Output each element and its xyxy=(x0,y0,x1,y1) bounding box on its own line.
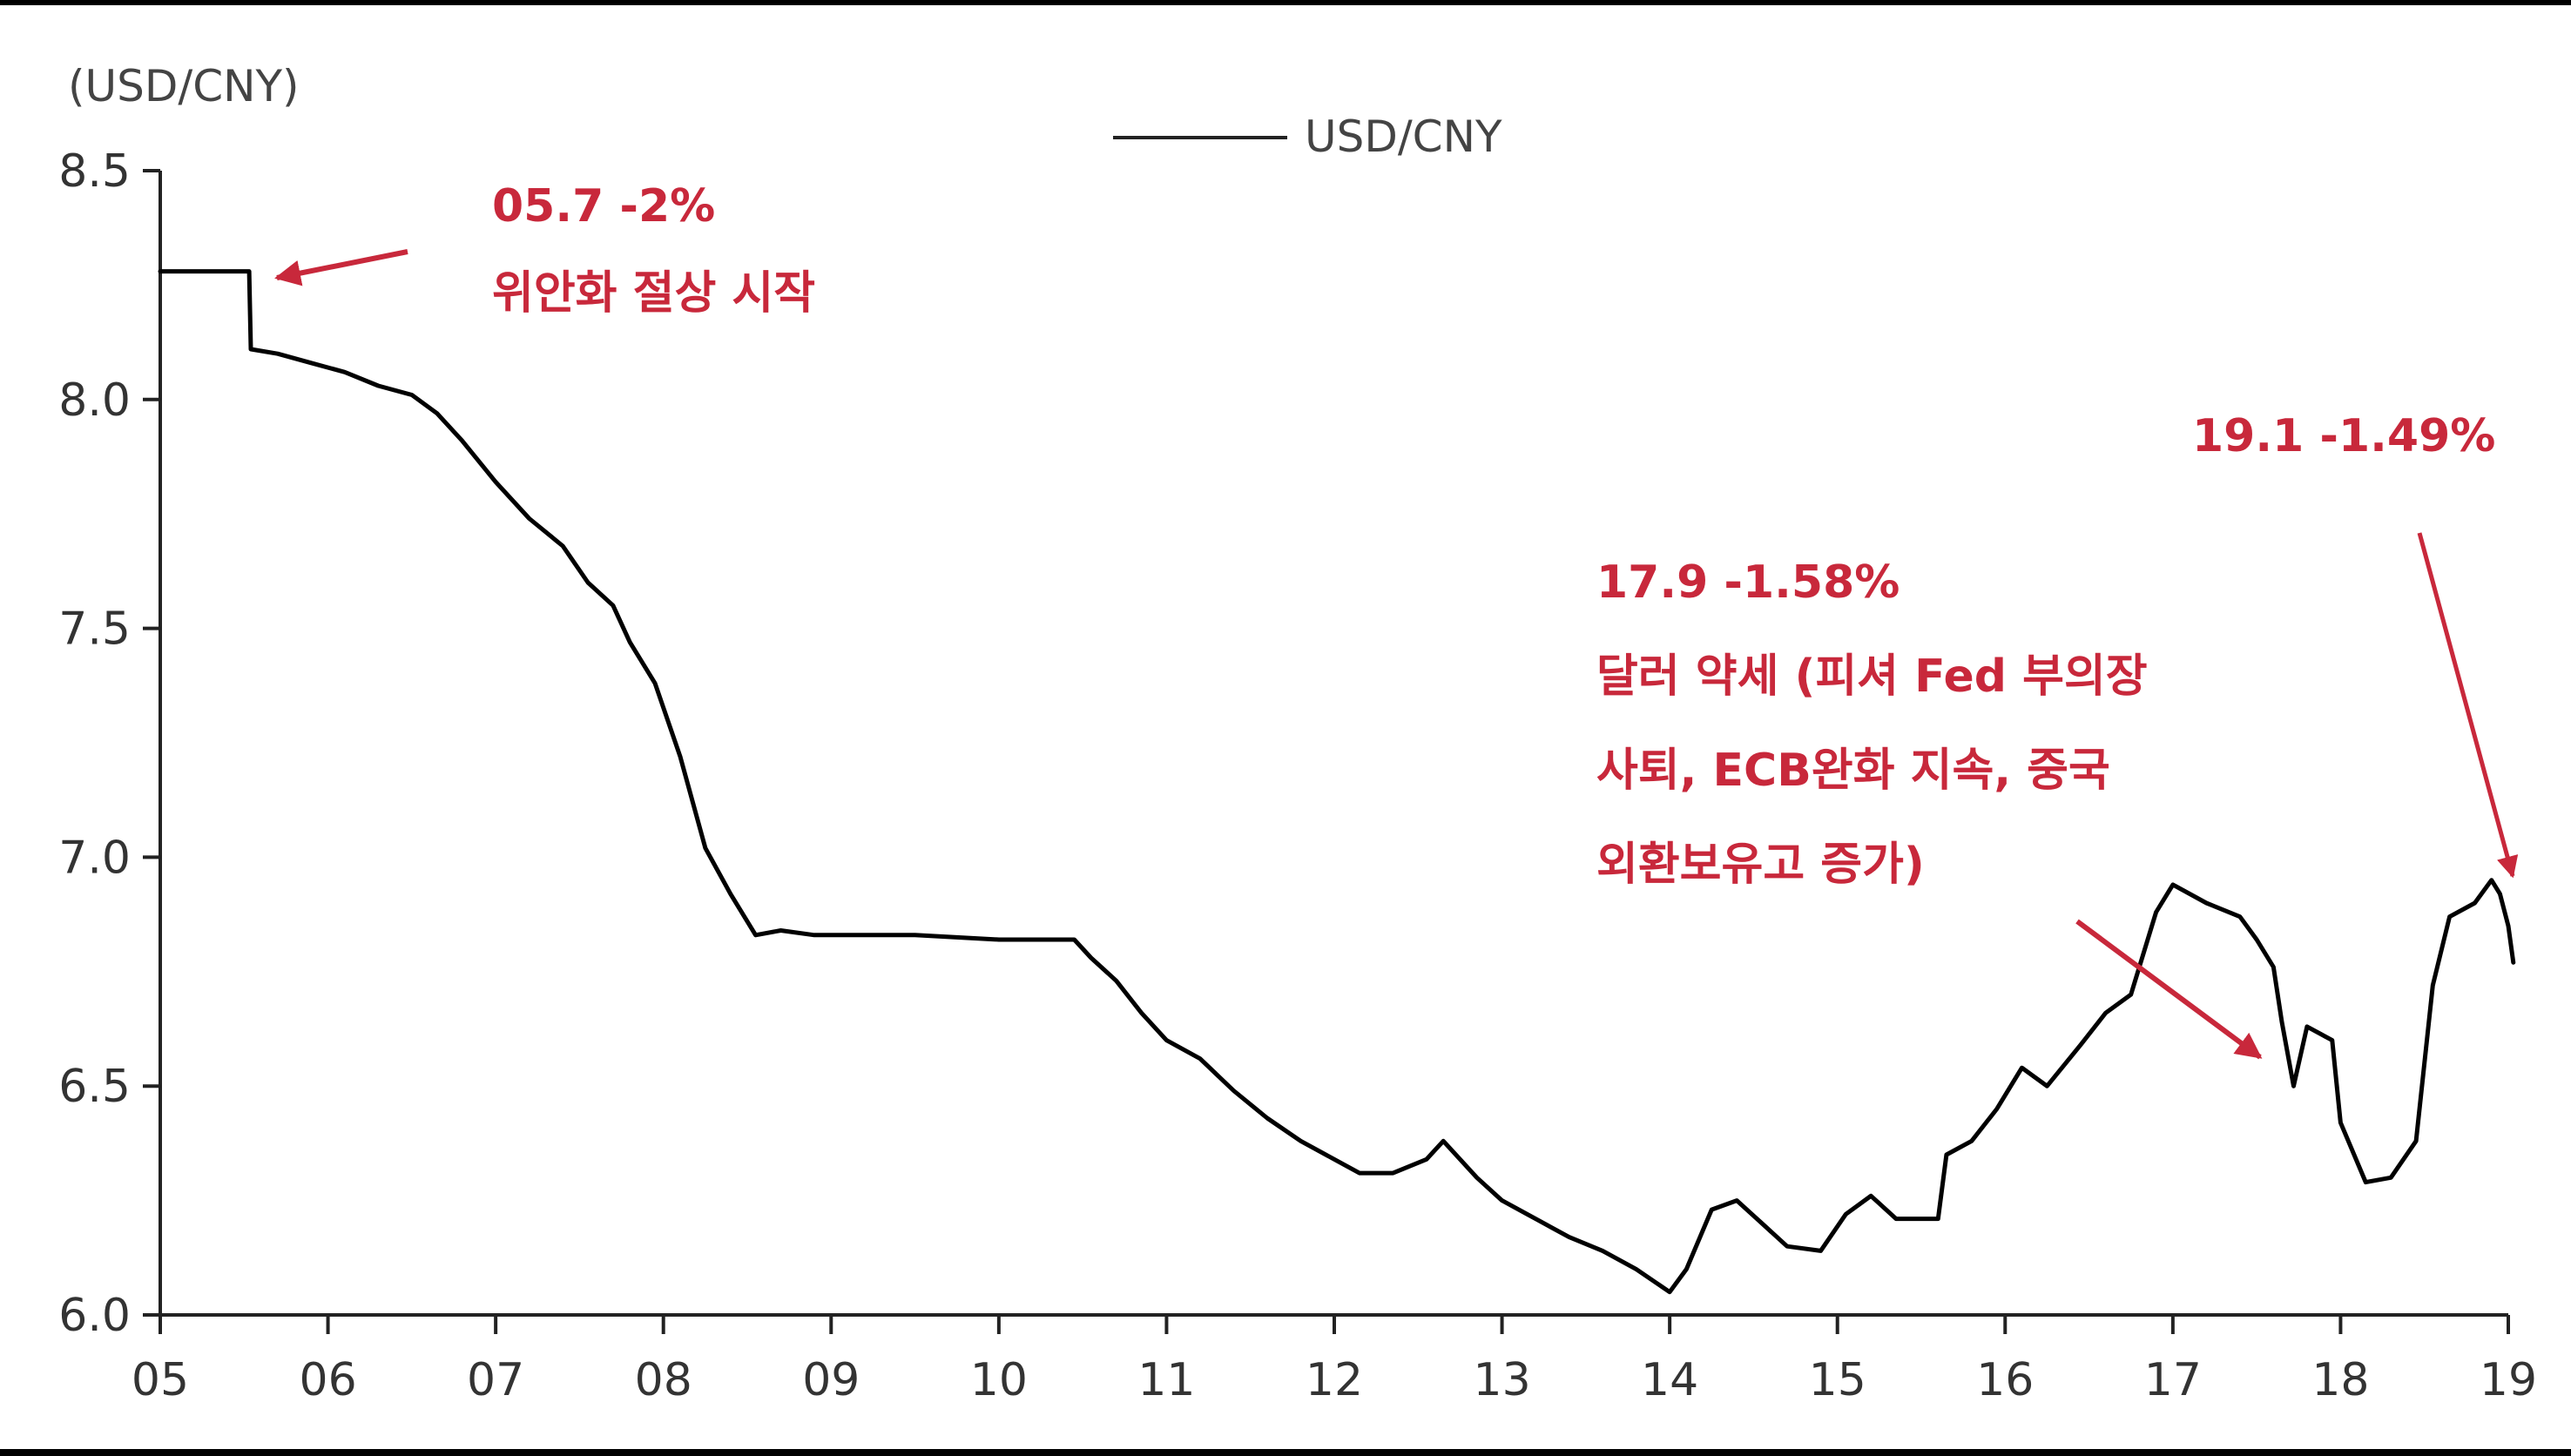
x-tick-labels: 05 06 07 08 09 10 11 12 13 14 15 16 17 18 19 xyxy=(132,1354,2537,1406)
annotation-2017-line-3: 사퇴, ECB완화 지속, 중국 xyxy=(1596,745,2110,797)
y-tick-label: 8.5 xyxy=(58,145,131,198)
x-tick-label: 06 xyxy=(299,1354,356,1406)
x-tick-label: 13 xyxy=(1473,1354,1530,1406)
x-tick-label: 15 xyxy=(1809,1354,1866,1406)
x-tick-label: 11 xyxy=(1137,1354,1195,1406)
annotation-2005-line-1: 05.7 -2% xyxy=(492,180,715,233)
usd-cny-line-chart: (USD/CNY) USD/CNY 6.06.57.07.58.08.5 05 0… xyxy=(58,61,2537,1406)
x-tick-label: 18 xyxy=(2311,1354,2369,1406)
annotation-2005-line-2: 위안화 절상 시작 xyxy=(492,267,815,320)
legend: USD/CNY xyxy=(1113,111,1502,162)
axes xyxy=(143,169,2510,1334)
x-tick-label: 07 xyxy=(467,1354,524,1406)
x-tick-label: 17 xyxy=(2144,1354,2202,1406)
annotation-2017-arrow xyxy=(2075,919,2263,1060)
chart-canvas: (USD/CNY) USD/CNY 6.0 6.5 7.0 7.5 8.0 8.5 05 0… xyxy=(0,5,2571,1449)
y-tick-label: 6.5 xyxy=(58,1061,131,1113)
x-tick-label: 12 xyxy=(1306,1354,1363,1406)
annotation-2019-arrow xyxy=(2417,532,2519,879)
series-group xyxy=(158,269,2516,1295)
annotation-2017-line-4: 외환보유고 증가) xyxy=(1596,839,1925,891)
series-line-usd-cny xyxy=(158,269,2516,1295)
annotation-2017-line-1: 17.9 -1.58% xyxy=(1596,556,1900,609)
x-tick-label: 16 xyxy=(1976,1354,2034,1406)
x-tick-label: 10 xyxy=(970,1354,1028,1406)
legend-label: USD/CNY xyxy=(1305,111,1502,162)
annotation-2005: 05.7 -2% 위안화 절상 시작 xyxy=(274,180,815,320)
x-tick-label: 09 xyxy=(802,1354,860,1406)
annotation-2019-line-1: 19.1 -1.49% xyxy=(2192,410,2495,462)
y-tick-label: 7.0 xyxy=(58,832,131,884)
annotation-2019: 19.1 -1.49% xyxy=(2192,410,2519,879)
y-tick-labels: 6.0 6.5 7.0 7.5 8.0 8.5 xyxy=(58,145,131,1342)
x-tick-label: 19 xyxy=(2480,1354,2537,1406)
y-tick-label: 8.0 xyxy=(58,374,131,427)
y-tick-label: 7.5 xyxy=(58,603,131,656)
y-tick-label: 6.0 xyxy=(58,1290,131,1342)
annotation-2005-arrow xyxy=(274,249,408,286)
x-tick-label: 08 xyxy=(635,1354,692,1406)
x-tick-label: 05 xyxy=(132,1354,189,1406)
annotation-2017-line-2: 달러 약세 (피셔 Fed 부의장 xyxy=(1596,650,2148,703)
y-unit-label: (USD/CNY) xyxy=(68,61,300,111)
annotation-2017: 17.9 -1.58% 달러 약세 (피셔 Fed 부의장 사퇴, ECB완화 … xyxy=(1596,556,2263,1060)
x-tick-label: 14 xyxy=(1641,1354,1698,1406)
